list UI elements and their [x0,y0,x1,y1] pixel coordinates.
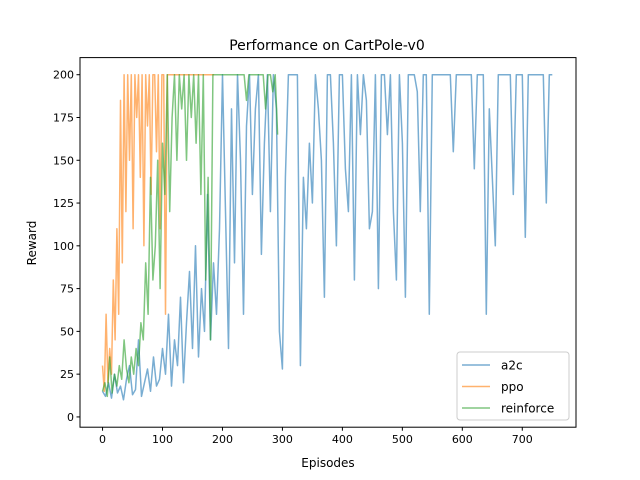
y-tick-label: 75 [60,283,74,296]
legend-label-reinforce: reinforce [501,402,554,416]
axes-frame [79,57,577,428]
x-tick-label: 100 [152,433,173,446]
legend-label-a2c: a2c [501,359,523,373]
y-tick-label: 100 [53,240,74,253]
x-tick-label: 700 [512,433,533,446]
y-axis-label: Reward [25,221,39,266]
legend-label-ppo: ppo [501,380,524,394]
x-tick-label: 600 [452,433,473,446]
y-tick-label: 200 [53,69,74,82]
y-tick-label: 50 [60,325,74,338]
y-tick-label: 125 [53,197,74,210]
series-line-a2c [101,73,553,401]
y-tick-label: 0 [67,411,74,424]
series-line-ppo [101,73,215,393]
legend-frame [456,351,570,421]
axis-ticks: 0 100 200 300 400 500 600 700 0 25 50 75 100 125 150 17… [53,69,533,446]
x-tick-label: 500 [392,433,413,446]
x-tick-label: 200 [212,433,233,446]
plot-area [101,73,553,401]
x-axis-label: Episodes [301,456,354,470]
y-tick-label: 25 [60,368,74,381]
x-tick-label: 400 [332,433,353,446]
series-line-reinforce [101,73,279,398]
legend: a2c ppo reinforce [456,351,570,421]
y-tick-label: 175 [53,111,74,124]
chart-title: Performance on CartPole-v0 [229,38,425,54]
x-tick-label: 300 [272,433,293,446]
y-tick-label: 150 [53,154,74,167]
x-tick-label: 0 [99,433,106,446]
